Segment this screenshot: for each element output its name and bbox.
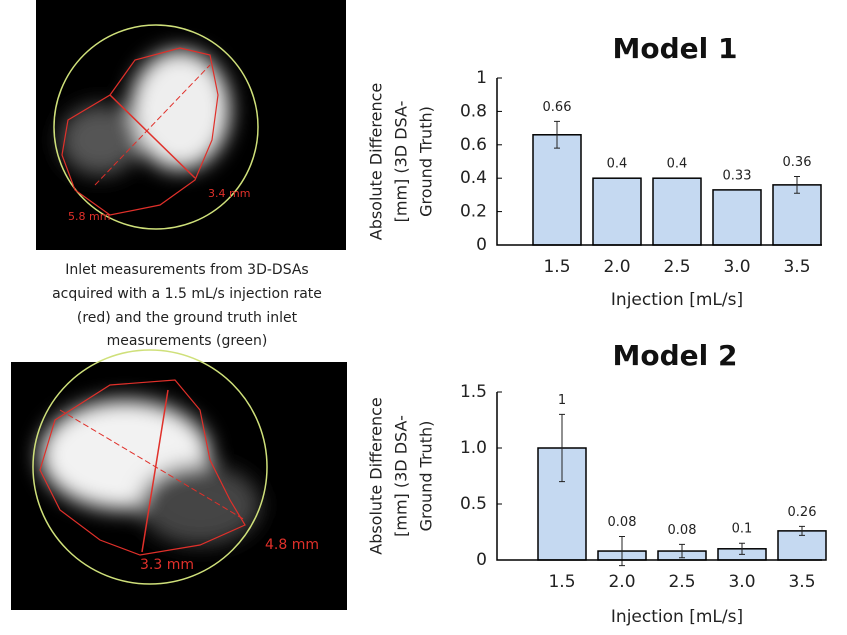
y-tick-label: 1.5 — [460, 382, 487, 402]
y-tick-label: 0.8 — [460, 101, 487, 121]
value-label: 1 — [558, 393, 566, 408]
y-axis-label: Ground Truth) — [417, 106, 436, 217]
measure-label: 3.4 mm — [208, 187, 250, 200]
x-tick-label: 2.5 — [663, 257, 690, 277]
caption-line: measurements (green) — [107, 333, 268, 349]
x-tick-label: 3.5 — [783, 257, 810, 277]
x-tick-label: 2.0 — [603, 257, 630, 277]
x-tick-label: 3.5 — [788, 572, 815, 592]
value-label: 0.08 — [668, 523, 697, 538]
y-axis-label: [mm] (3D DSA- — [392, 101, 411, 223]
value-label: 0.36 — [783, 155, 812, 170]
y-tick-label: 0.5 — [460, 494, 487, 514]
bar — [652, 177, 702, 246]
error-bar — [679, 543, 685, 559]
caption-line: (red) and the ground truth inlet — [77, 310, 298, 326]
chart-title: Model 2 — [613, 339, 738, 372]
y-tick-label: 0 — [476, 235, 487, 255]
y-tick-label: 1 — [476, 68, 487, 88]
error-bar — [559, 413, 565, 483]
x-tick-label: 1.5 — [548, 572, 575, 592]
value-label: 0.33 — [723, 168, 752, 183]
value-label: 0.4 — [607, 157, 628, 172]
measure-label: 5.8 mm — [68, 210, 110, 223]
caption-line: acquired with a 1.5 mL/s injection rate — [52, 286, 322, 302]
axes — [496, 392, 822, 561]
error-bar — [554, 120, 560, 149]
error-bar — [794, 176, 800, 194]
value-label: 0.4 — [667, 157, 688, 172]
measure-label: 3.3 mm — [140, 557, 194, 573]
y-axis-label: [mm] (3D DSA- — [392, 415, 411, 537]
value-label: 0.66 — [543, 100, 572, 115]
value-label: 0.26 — [788, 505, 817, 520]
axes — [496, 78, 822, 246]
value-label: 0.08 — [608, 515, 637, 530]
bar — [772, 184, 822, 246]
value-label: 0.1 — [732, 522, 753, 537]
y-tick-label: 0 — [476, 550, 487, 570]
dsa-image-2: 3.3 mm 4.8 mm — [11, 349, 347, 610]
bar — [532, 134, 582, 246]
caption-line: Inlet measurements from 3D-DSAs — [65, 262, 308, 278]
x-axis-label: Injection [mL/s] — [611, 607, 743, 627]
measure-label: 4.8 mm — [265, 537, 319, 553]
bar — [592, 177, 642, 246]
x-tick-label: 3.0 — [723, 257, 750, 277]
dsa-image-1: 5.8 mm 3.4 mm — [36, 0, 346, 250]
x-tick-label: 2.0 — [608, 572, 635, 592]
error-bar — [799, 525, 805, 536]
y-tick-label: 0.2 — [460, 202, 487, 222]
chart-title: Model 1 — [613, 32, 738, 65]
y-tick-label: 1.0 — [460, 438, 487, 458]
y-axis-label: Absolute Difference — [367, 397, 386, 555]
bar — [712, 189, 762, 246]
x-tick-label: 1.5 — [543, 257, 570, 277]
y-tick-label: 0.4 — [460, 168, 487, 188]
x-tick-label: 3.0 — [728, 572, 755, 592]
x-axis-label: Injection [mL/s] — [611, 290, 743, 310]
y-axis-label: Absolute Difference — [367, 83, 386, 241]
y-axis-label: Ground Truth) — [417, 421, 436, 532]
error-bar — [739, 542, 745, 555]
x-tick-label: 2.5 — [668, 572, 695, 592]
y-tick-label: 0.6 — [460, 135, 487, 155]
